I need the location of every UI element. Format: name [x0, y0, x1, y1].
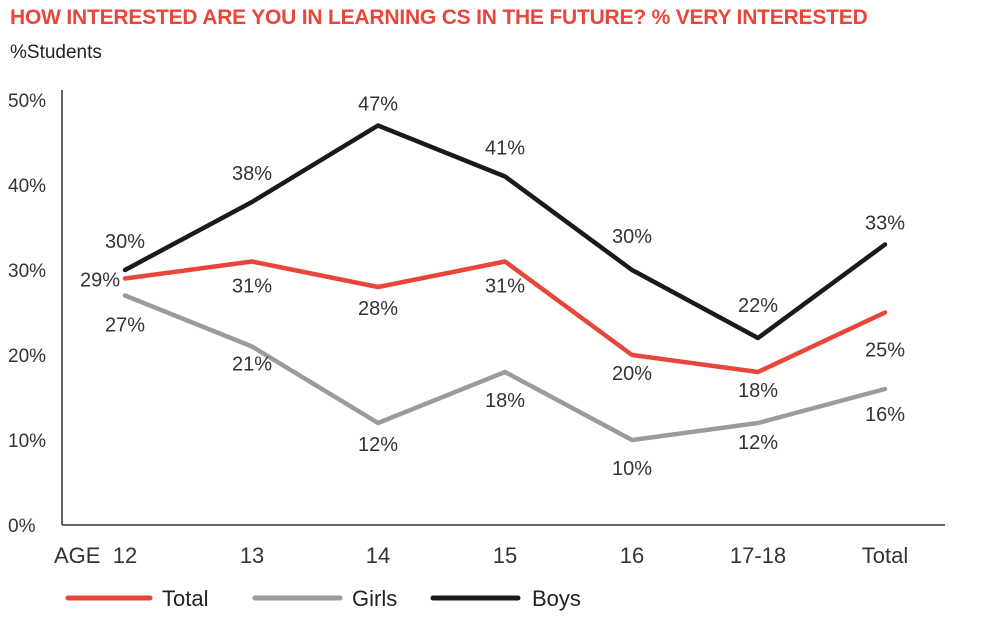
x-tick-labels: AGE 12 13 14 15 16 17-18 Total: [54, 543, 908, 568]
y-tick-label: 0%: [8, 516, 36, 537]
x-tick-label: 13: [240, 543, 264, 568]
x-tick-label: 15: [493, 543, 517, 568]
data-label-boys: 38%: [232, 163, 272, 185]
x-tick-label: 12: [113, 543, 137, 568]
x-tick-label: Total: [862, 543, 908, 568]
y-tick-labels: 0% 10% 20% 30% 40% 50%: [8, 91, 46, 537]
legend: Total Girls Boys: [65, 586, 581, 611]
series-lines: [122, 123, 888, 443]
data-label-boys: 33%: [865, 213, 905, 235]
chart-title: HOW INTERESTED ARE YOU IN LEARNING CS IN…: [10, 6, 868, 29]
data-label-girls: 18%: [485, 390, 525, 412]
y-tick-label: 10%: [8, 431, 46, 452]
series-line-total: [122, 259, 888, 375]
x-axis-prefix-label: AGE: [54, 543, 100, 568]
data-label-boys: 30%: [105, 231, 145, 253]
data-label-girls: 10%: [612, 458, 652, 480]
series-line-girls: [122, 293, 888, 443]
data-label-boys: 41%: [485, 138, 525, 160]
data-labels: 29% 31% 28% 31% 20% 18% 25% 27% 21% 12% 18% 10% 12% 1…: [80, 94, 905, 481]
data-label-girls: 12%: [738, 432, 778, 454]
data-label-boys: 47%: [358, 94, 398, 116]
x-tick-label: 14: [366, 543, 390, 568]
data-label-girls: 12%: [358, 434, 398, 456]
legend-label-total: Total: [162, 586, 208, 611]
y-tick-label: 50%: [8, 91, 46, 112]
data-label-total: 29%: [80, 270, 120, 292]
data-label-total: 25%: [865, 340, 905, 362]
data-label-girls: 27%: [105, 315, 145, 337]
series-line-boys: [122, 123, 888, 341]
data-label-boys: 30%: [612, 226, 652, 248]
legend-label-boys: Boys: [532, 586, 581, 611]
y-tick-label: 20%: [8, 346, 46, 367]
x-tick-label: 17-18: [730, 543, 786, 568]
data-label-total: 28%: [358, 298, 398, 320]
data-label-total: 20%: [612, 363, 652, 385]
data-label-girls: 21%: [232, 354, 272, 376]
data-label-girls: 16%: [865, 404, 905, 426]
data-label-total: 18%: [738, 380, 778, 402]
data-label-boys: 22%: [738, 295, 778, 317]
legend-label-girls: Girls: [352, 586, 397, 611]
data-label-total: 31%: [485, 276, 525, 298]
y-axis-label: %Students: [10, 42, 102, 63]
data-label-total: 31%: [232, 276, 272, 298]
y-tick-label: 30%: [8, 261, 46, 282]
axes: [61, 90, 945, 526]
x-tick-label: 16: [620, 543, 644, 568]
y-tick-label: 40%: [8, 176, 46, 197]
